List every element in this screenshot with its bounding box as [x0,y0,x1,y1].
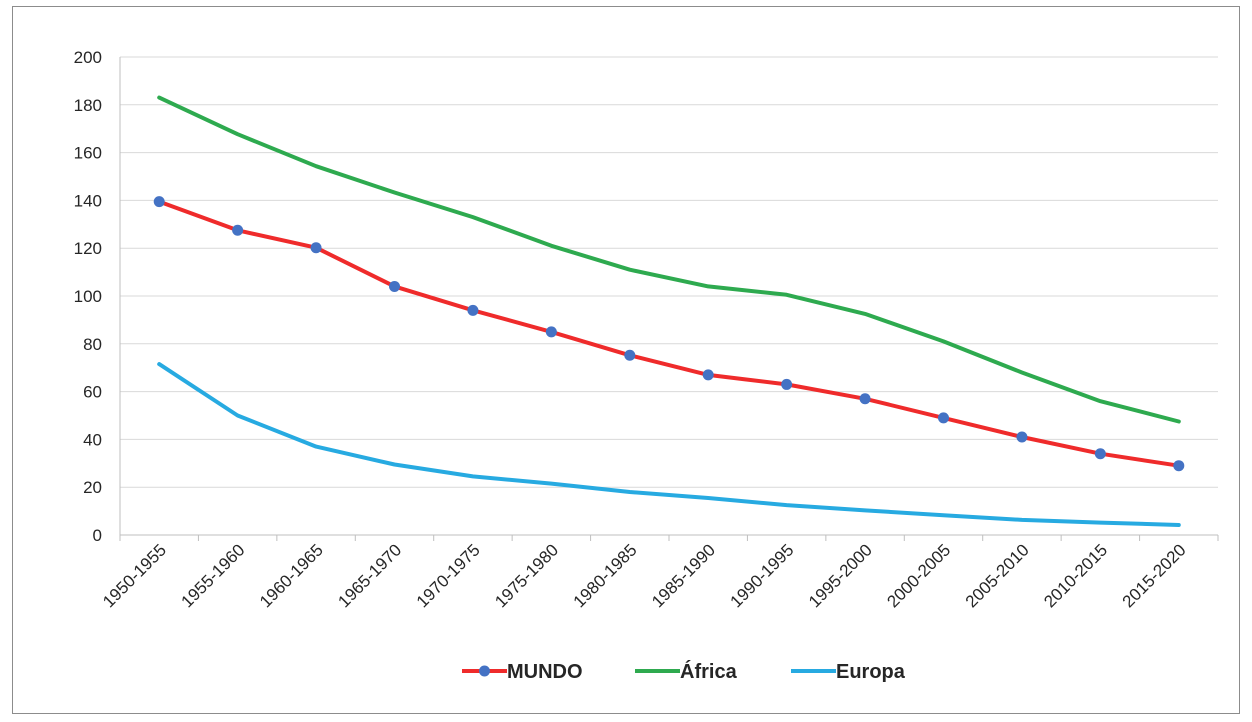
y-tick-label: 160 [74,144,102,163]
y-tick-label: 180 [74,96,102,115]
series-line-2 [157,362,1181,527]
x-tick-label: 1990-1995 [727,540,798,611]
data-point [938,412,949,424]
data-point [624,349,636,361]
x-tick-label: 1980-1985 [570,540,641,611]
x-tick-label: 1960-1965 [256,540,327,611]
data-point [545,326,557,338]
data-point [859,393,871,405]
data-point [389,280,400,292]
data-point [1094,448,1106,460]
legend-label: Europa [836,661,906,683]
y-tick-label: 140 [74,191,102,210]
data-point [1173,460,1185,472]
x-tick-label: 1995-2000 [805,540,876,611]
data-point [702,369,714,381]
x-tick-label: 2010-2015 [1040,540,1111,611]
series-line-1 [157,95,1181,424]
data-point [467,304,479,316]
x-tick-label: 2000-2005 [883,540,954,611]
y-axis-tick-labels: 0 20 40 60 80 100 120 140 160 180 200 [74,48,102,545]
y-tick-label: 200 [74,48,102,67]
x-tick-label: 1950-1955 [99,540,170,611]
grid-lines [120,56,1218,488]
x-tick-label: 2005-2010 [962,540,1033,611]
x-tick-label: 1970-1975 [413,540,484,611]
y-tick-label: 20 [83,478,102,497]
x-tick-label: 1975-1980 [491,540,562,611]
legend-label: África [680,660,738,683]
x-tick-label: 1985-1990 [648,540,719,611]
data-point [232,224,244,236]
x-tick-label: 1955-1960 [178,540,249,611]
y-tick-label: 40 [83,430,102,449]
x-tick-label: 1965-1970 [334,540,405,611]
data-point [781,378,793,390]
x-tick-label: 2015-2020 [1119,540,1190,611]
x-axis-tick-labels: 1950-1955 1955-1960 1960-1965 1965-1970 1970… [99,540,1190,611]
legend: MUNDO África Europa [462,660,906,683]
axes [119,57,1219,541]
data-point [153,196,165,208]
y-tick-label: 0 [93,526,102,545]
series-line-0 [157,199,1181,468]
y-tick-label: 80 [83,335,102,354]
data-point [310,242,322,254]
series-lines [153,95,1185,527]
y-tick-label: 100 [74,287,102,306]
legend-label: MUNDO [507,661,583,683]
y-tick-label: 120 [74,239,102,258]
y-tick-label: 60 [83,383,102,402]
legend-marker [479,665,490,677]
data-point [1016,431,1028,443]
